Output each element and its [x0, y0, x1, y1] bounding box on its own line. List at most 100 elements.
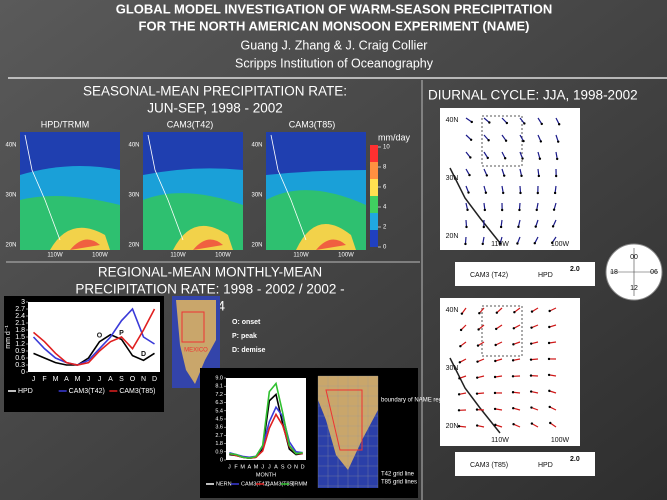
lon-label: 100W: [215, 253, 231, 259]
vector-head: [512, 327, 516, 330]
vector-head: [551, 225, 555, 228]
vector-head: [517, 225, 520, 229]
vector-head: [464, 242, 467, 246]
series-line: [229, 381, 303, 459]
legend-obs: HPD: [538, 462, 553, 469]
annotation: O: [97, 333, 103, 340]
vector-head: [459, 344, 462, 348]
vector-head: [535, 208, 538, 212]
vector-head: [477, 328, 480, 331]
vector-head: [548, 325, 551, 329]
vector-head: [482, 225, 485, 229]
vector-head: [478, 312, 481, 315]
vector-head: [555, 157, 559, 161]
x-tick-label: S: [119, 376, 124, 383]
lat-label: 20N: [251, 243, 262, 249]
vector-head: [503, 157, 507, 160]
vector-head: [457, 393, 461, 396]
lat-label: 40N: [446, 307, 459, 314]
precip-core: [193, 239, 223, 250]
legend-box: [455, 262, 595, 286]
vector-head: [476, 344, 480, 347]
vector-head: [467, 191, 470, 194]
legend-label: CAM3(T42): [69, 388, 105, 395]
lat-label: 30N: [5, 193, 16, 199]
annotation: P: [119, 330, 124, 337]
vector-head: [547, 341, 551, 345]
vector-head: [529, 358, 533, 361]
y-tick-label: 1.2: [15, 341, 25, 348]
vector-head: [475, 392, 479, 395]
legend-label: CAM3(T85): [266, 481, 295, 487]
vector-head: [475, 408, 479, 411]
region-boundary: [325, 389, 363, 451]
vector-head: [548, 405, 551, 409]
lat-label: 20N: [5, 243, 16, 249]
vector-head: [537, 174, 541, 178]
legend-label: TRMM: [291, 481, 308, 487]
vector-head: [469, 156, 472, 159]
vector-head: [494, 423, 497, 427]
vector-head: [475, 424, 479, 427]
vector-head: [529, 390, 533, 393]
y-tick-label: 0: [220, 457, 223, 463]
authors: Guang J. Zhang & J. Craig Collier: [241, 38, 428, 52]
precip-core: [70, 239, 100, 250]
legend-scale: 2.0: [570, 266, 580, 273]
x-tick-label: A: [247, 464, 251, 470]
clock-label: 00: [630, 254, 638, 261]
vector-map: [440, 108, 580, 250]
vector-head: [513, 310, 516, 314]
y-tick-label: 0.6: [15, 355, 25, 362]
vector-map: [440, 298, 580, 446]
vector-head: [476, 360, 479, 363]
vector-head: [470, 120, 473, 124]
colorbar-segment: [370, 230, 378, 247]
x-tick-label: M: [75, 376, 81, 383]
lon-label: 110W: [491, 241, 509, 248]
vector-head: [494, 327, 498, 331]
vector-head: [468, 173, 471, 177]
vector-head: [487, 139, 490, 142]
inset-label: MEXICO: [184, 348, 208, 354]
vector-head: [483, 208, 487, 212]
y-tick-label: 0: [21, 369, 25, 376]
y-tick-label: 5.4: [215, 408, 223, 414]
vector-head: [511, 391, 515, 394]
vector-head: [501, 191, 505, 195]
vector-head: [523, 122, 526, 125]
colorbar-tick-label: 0: [383, 245, 387, 251]
y-tick-label: 9.0: [215, 375, 223, 381]
vector-head: [519, 191, 522, 195]
vector-head: [459, 328, 463, 332]
colorbar-segment: [370, 145, 378, 162]
section-title: SEASONAL-MEAN PRECIPITATION RATE:: [83, 84, 347, 99]
series-line: [33, 333, 155, 366]
section-title: REGIONAL-MEAN MONTHLY-MEAN: [98, 265, 322, 280]
lon-label: 110W: [170, 253, 186, 259]
x-tick-label: F: [234, 464, 238, 470]
vector-head: [530, 310, 534, 313]
affiliation: Scripps Institution of Oceanography: [235, 56, 434, 70]
x-tick-label: A: [274, 464, 278, 470]
y-tick-label: 3.6: [215, 425, 223, 431]
x-tick-label: J: [87, 376, 91, 383]
y-tick-label: 2.7: [215, 433, 223, 439]
colorbar-tick-label: 2: [383, 225, 387, 231]
vector-head: [548, 389, 551, 393]
vector-head: [540, 122, 543, 126]
section-title: DIURNAL CYCLE: JJA, 1998-2002: [428, 88, 638, 103]
y-tick-label: 8.1: [215, 384, 223, 390]
vector-head: [485, 174, 489, 177]
vector-head: [557, 123, 561, 126]
vector-head: [494, 343, 497, 347]
colorbar-tick-label: 10: [383, 145, 390, 151]
x-tick-label: D: [301, 464, 305, 470]
y-tick-label: 0.3: [15, 362, 25, 369]
map-note: T85 grid lines: [381, 480, 417, 486]
legend-scale: 2.0: [570, 456, 580, 463]
vector-head: [504, 139, 508, 142]
x-tick-label: J: [261, 464, 264, 470]
colorbar-segment: [370, 162, 378, 179]
